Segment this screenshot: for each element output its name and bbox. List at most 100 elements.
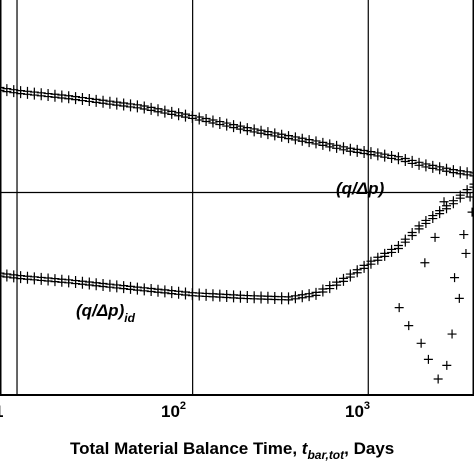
series-0-point <box>153 107 163 117</box>
scatter-point <box>447 329 457 339</box>
series-1-point <box>126 284 136 294</box>
series-1-point <box>290 294 300 304</box>
series-0-point <box>455 169 465 179</box>
series-1-point <box>345 272 355 282</box>
series-0-point <box>373 151 383 161</box>
series-0-point <box>229 123 239 133</box>
scatter-point <box>394 303 404 313</box>
series-1-point <box>380 251 390 261</box>
series-0-point <box>297 136 307 146</box>
series-1-point <box>428 214 438 224</box>
series-1-point <box>64 278 74 288</box>
scatter-point <box>433 374 443 384</box>
scatter-point <box>404 321 414 331</box>
series-1-point <box>0 268 5 278</box>
x-tick-label-1000: 103 <box>345 400 370 421</box>
series-0-point <box>222 121 232 131</box>
series-1-point <box>84 280 94 290</box>
series-0-point <box>0 83 5 93</box>
series-0-point <box>407 158 417 168</box>
series-0-point <box>400 157 410 167</box>
series-1-point <box>393 244 403 254</box>
grid <box>0 0 474 395</box>
scatter-point <box>459 230 469 240</box>
series-1-point <box>119 284 129 294</box>
series-0-point <box>126 102 136 112</box>
series-0-point <box>332 143 342 153</box>
series-1-point <box>387 247 397 257</box>
series-1-point <box>36 275 46 285</box>
series-label-q-dp: (q/Δp) <box>336 179 385 198</box>
series-1-point <box>180 290 190 300</box>
series-0-point <box>359 149 369 159</box>
series-0-point <box>249 127 259 137</box>
series-0-point <box>235 124 245 134</box>
series-0-point <box>64 94 74 104</box>
series-0-point <box>187 113 197 123</box>
series-0-point <box>304 138 314 148</box>
series-0-point <box>50 92 60 102</box>
series-1-point <box>304 292 314 302</box>
series-1-point <box>332 280 342 290</box>
series-0-point <box>16 89 26 99</box>
series-0-point <box>22 89 32 99</box>
scatter-point <box>423 354 433 364</box>
series-0-point <box>290 135 300 145</box>
series-1-point <box>448 199 458 209</box>
series-0-point <box>112 100 122 110</box>
series-0-point <box>201 116 211 126</box>
series-1-point <box>91 281 101 291</box>
series-0-point <box>119 101 129 111</box>
series-0-point <box>442 166 452 176</box>
series-0-point <box>57 93 67 103</box>
series-1-point <box>352 268 362 278</box>
series-0-point <box>462 170 472 180</box>
scatter-point <box>430 232 440 242</box>
series-0-point <box>132 103 142 113</box>
series-0-point <box>270 131 280 141</box>
series-0-point <box>71 95 81 105</box>
series-0-point <box>380 152 390 162</box>
series-0-point <box>167 109 177 119</box>
series-1-point <box>338 276 348 286</box>
series-1-point <box>325 284 335 294</box>
series-0-point <box>105 99 115 109</box>
scatter-point <box>450 273 460 283</box>
series-1-point <box>160 288 170 298</box>
series-0-point <box>77 96 87 106</box>
series-1-point <box>50 277 60 287</box>
series-0-point <box>448 168 458 178</box>
series-0-point <box>366 150 376 160</box>
series-0-point <box>215 120 225 130</box>
series-1-point <box>0 271 5 281</box>
series-1-point <box>442 204 452 214</box>
series-0-point <box>29 90 39 100</box>
series-0-point <box>194 115 204 125</box>
series-0-point <box>0 86 5 96</box>
scatter-point <box>420 258 430 268</box>
series-0-point <box>2 87 12 97</box>
series-0-point <box>139 104 149 114</box>
series-0-point <box>421 162 431 172</box>
scatter-point <box>461 248 471 258</box>
series-0-point <box>180 112 190 122</box>
series-0-point <box>469 171 474 181</box>
series-1-point <box>9 273 19 283</box>
series-1-point <box>57 277 67 287</box>
series-1-point <box>2 272 12 282</box>
series-0-point <box>352 147 362 157</box>
series-1-point <box>366 259 376 269</box>
series-0-point <box>91 97 101 107</box>
series-1-point <box>174 289 184 299</box>
scatter-point <box>416 338 426 348</box>
series-1-point <box>167 289 177 299</box>
scatter-point <box>442 360 452 370</box>
series-0-point <box>345 146 355 156</box>
series-1-point <box>43 276 53 286</box>
series-0-point <box>277 132 287 142</box>
series-0-point <box>98 98 108 108</box>
series-0-point <box>256 128 266 138</box>
series-1-point <box>318 287 328 297</box>
